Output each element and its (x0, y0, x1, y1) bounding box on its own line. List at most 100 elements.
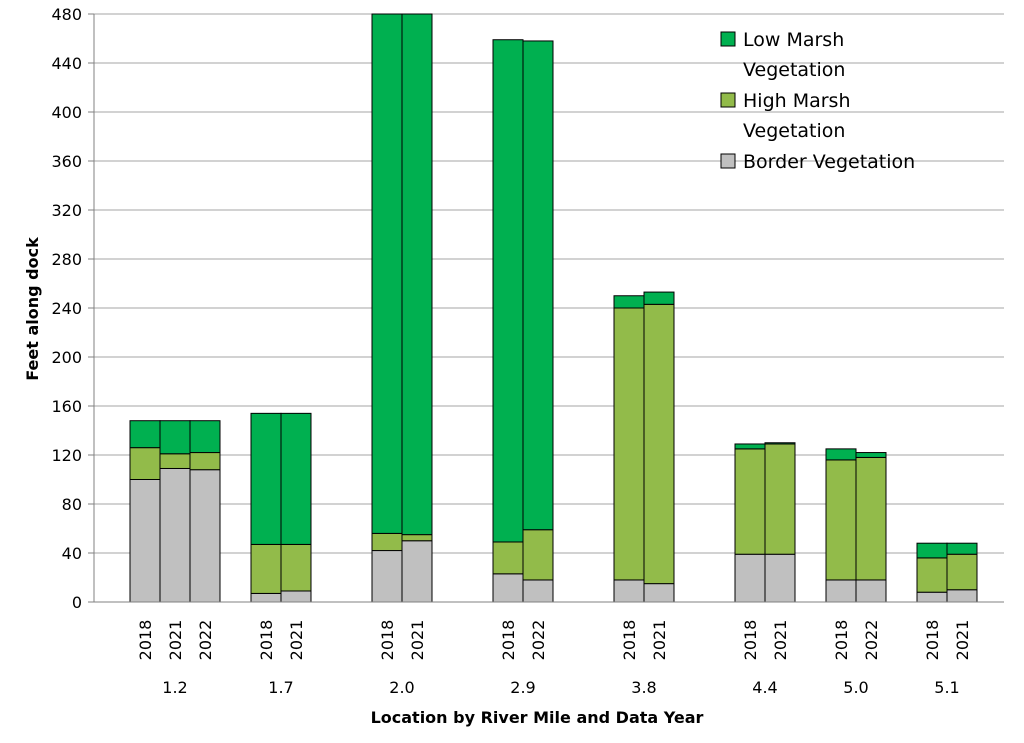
bar-segment (764, 553, 796, 603)
bar-segment (280, 543, 312, 592)
bar-segment (734, 443, 766, 450)
legend-swatch (720, 153, 736, 169)
y-tick-label: 80 (62, 495, 82, 514)
bar-segment (129, 420, 161, 449)
bar-segment (371, 13, 403, 534)
bar-segment (371, 532, 403, 552)
bar-segment (916, 591, 948, 603)
y-tick-labels: 0 40 80 120 160 200 240 280 320 360 400 440 480 (51, 5, 82, 612)
bar-segment (613, 307, 645, 581)
bar-segment (734, 553, 766, 603)
bar-segment (189, 469, 221, 603)
x-year-label: 2018 (499, 620, 518, 661)
bars (129, 13, 978, 603)
bar-segment (522, 40, 554, 531)
x-year-label: 2021 (408, 620, 427, 661)
bar-segment (613, 295, 645, 309)
y-tick-label: 0 (72, 593, 82, 612)
x-location-label: 3.8 (631, 678, 656, 697)
bar-segment (159, 467, 191, 603)
bar-segment (946, 589, 978, 603)
bar-segment (492, 39, 524, 543)
y-tick-label: 360 (51, 152, 82, 171)
bar-segment (401, 534, 433, 542)
bar-segment (855, 579, 887, 603)
y-tick-label: 40 (62, 544, 82, 563)
bar-segment (159, 453, 191, 469)
x-location-label: 5.1 (934, 678, 959, 697)
legend-label: Vegetation (743, 120, 845, 142)
bar-segment (159, 420, 191, 455)
bar-segment (280, 412, 312, 545)
bar-segment (250, 592, 282, 603)
x-year-label: 2022 (196, 620, 215, 661)
legend-label: Border Vegetation (743, 151, 915, 173)
bar-segment (855, 452, 887, 458)
legend-swatch (720, 92, 736, 108)
bar-segment (522, 529, 554, 581)
bar-segment (825, 459, 857, 581)
x-year-label: 2021 (771, 620, 790, 661)
bar-segment (916, 542, 948, 559)
bar-segment (825, 448, 857, 461)
bar-segment (946, 542, 978, 555)
bar-segment (643, 303, 675, 585)
bar-segment (280, 590, 312, 603)
axes (93, 14, 1004, 603)
x-year-label: 2018 (257, 620, 276, 661)
y-tick-label: 400 (51, 103, 82, 122)
bar-segment (129, 479, 161, 603)
bar-segment (189, 452, 221, 471)
bar-segment (855, 456, 887, 581)
x-labels: 2018 2021 2022 1.2 2018 2021 1.7 2018 2021 2.0 201… (136, 620, 972, 697)
x-location-label: 2.9 (510, 678, 535, 697)
x-axis-title: Location by River Mile and Data Year (371, 708, 704, 727)
x-location-label: 2.0 (389, 678, 414, 697)
bar-segment (250, 543, 282, 594)
bar-segment (129, 447, 161, 480)
legend-label: High Marsh (743, 90, 851, 112)
x-year-label: 2021 (287, 620, 306, 661)
y-tick-label: 120 (51, 446, 82, 465)
bar-segment (250, 412, 282, 545)
x-location-label: 4.4 (752, 678, 777, 697)
legend-label: Low Marsh (743, 29, 844, 51)
legend-swatch (720, 31, 736, 47)
legend: Low Marsh Vegetation High Marsh Vegetation B… (720, 29, 915, 173)
y-tick-label: 200 (51, 348, 82, 367)
bar-segment (764, 442, 796, 445)
bar-segment (916, 557, 948, 593)
bar-segment (522, 579, 554, 603)
y-tick-label: 160 (51, 397, 82, 416)
x-year-label: 2021 (953, 620, 972, 661)
bar-segment (643, 583, 675, 603)
x-location-label: 5.0 (843, 678, 868, 697)
bar-segment (371, 550, 403, 603)
x-year-label: 2022 (529, 620, 548, 661)
bar-segment (764, 443, 796, 555)
x-year-label: 2018 (378, 620, 397, 661)
bar-segment (401, 540, 433, 603)
bar-segment (643, 291, 675, 305)
x-year-label: 2021 (166, 620, 185, 661)
bar-segment (825, 579, 857, 603)
y-tick-label: 480 (51, 5, 82, 24)
x-year-label: 2021 (650, 620, 669, 661)
bar-segment (613, 579, 645, 603)
bar-segment (492, 573, 524, 603)
x-location-label: 1.2 (162, 678, 187, 697)
bar-segment (401, 13, 433, 536)
bar-segment (734, 448, 766, 555)
x-year-label: 2018 (923, 620, 942, 661)
y-tick-label: 320 (51, 201, 82, 220)
y-tick-label: 280 (51, 250, 82, 269)
x-location-label: 1.7 (268, 678, 293, 697)
legend-label: Vegetation (743, 59, 845, 81)
bar-segment (492, 541, 524, 575)
y-tick-label: 440 (51, 54, 82, 73)
y-axis-title: Feet along dock (23, 237, 42, 381)
x-year-label: 2018 (832, 620, 851, 661)
bar-segment (946, 553, 978, 591)
x-year-label: 2018 (741, 620, 760, 661)
